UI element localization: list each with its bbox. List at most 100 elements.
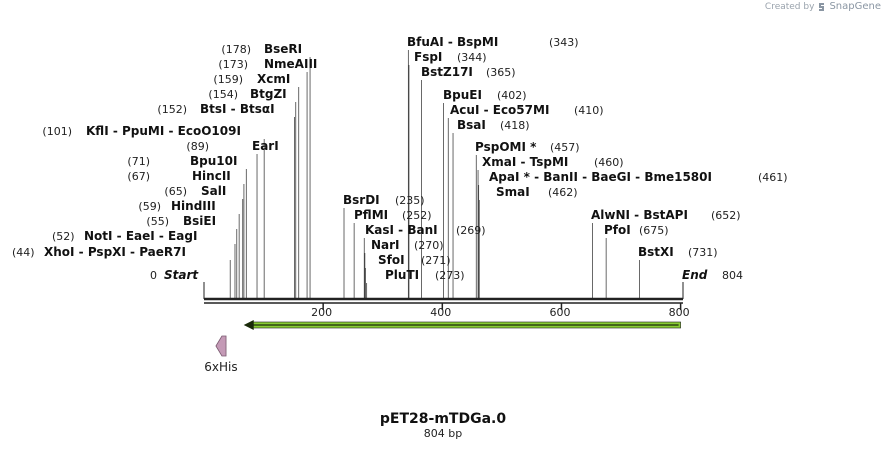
site-label[interactable]: SalI (65) xyxy=(164,184,226,198)
site-label[interactable]: (271) SfoI xyxy=(378,253,451,267)
site-position: (418) xyxy=(500,119,530,132)
site-label[interactable]: BtgZI (154) xyxy=(208,87,286,101)
site-label[interactable]: (52) NotI - EaeI - EagI xyxy=(52,229,197,243)
site-label[interactable]: (252) PflMI xyxy=(354,208,432,222)
site-label[interactable]: (731) BstXI xyxy=(638,245,718,259)
enzyme-name: BsiEI xyxy=(183,214,216,228)
site-position: (457) xyxy=(550,141,580,154)
site-label[interactable]: (457) PspOMI * xyxy=(475,140,580,154)
site-label[interactable]: BseRI (178) xyxy=(221,42,302,56)
site-position: (344) xyxy=(457,51,487,64)
site-position: (270) xyxy=(414,239,444,252)
site-position: (178) xyxy=(221,43,251,56)
site-label[interactable]: EarI (89) xyxy=(186,139,278,153)
map-title: pET28-mTDGa.0 xyxy=(380,411,506,427)
enzyme-name: PluTI xyxy=(385,268,419,282)
map-length: 804 bp xyxy=(424,427,462,440)
site-label[interactable]: KflI - PpuMI - EcoO109I (101) xyxy=(42,124,241,138)
site-label[interactable]: (235) BsrDI xyxy=(343,193,425,207)
site-position: (65) xyxy=(164,185,187,198)
enzyme-name: ApaI * - BanII - BaeGI - Bme1580I xyxy=(489,170,712,184)
orf-arrowhead xyxy=(243,320,254,330)
feature-6xhis[interactable]: 6xHis xyxy=(204,335,238,374)
site-position: (652) xyxy=(711,209,741,222)
enzyme-name: SfoI xyxy=(378,253,405,267)
start-position: 0 xyxy=(150,269,157,282)
site-label[interactable]: Bpu10I (71) xyxy=(127,154,237,168)
site-label[interactable]: (460) XmaI - TspMI xyxy=(482,155,624,169)
enzyme-name: BtsI - BtsαI xyxy=(200,102,275,116)
site-position: (252) xyxy=(402,209,432,222)
site-position: (402) xyxy=(497,89,527,102)
enzyme-name: KasI - BanI xyxy=(365,223,438,237)
site-label[interactable]: (273) PluTI xyxy=(385,268,465,282)
site-label[interactable]: (402) BpuEI xyxy=(443,88,527,102)
site-label[interactable]: XcmI (159) xyxy=(213,72,290,86)
site-position: (173) xyxy=(218,58,248,71)
snapgene-logo-icon xyxy=(819,2,825,11)
site-label[interactable]: (44) XhoI - PspXI - PaeR7I xyxy=(12,245,186,259)
site-position: (460) xyxy=(594,156,624,169)
site-position: (152) xyxy=(157,103,187,116)
site-label[interactable]: (652) AlwNI - BstAPI xyxy=(591,208,741,222)
axis-tick-label: 400 xyxy=(430,306,451,319)
end-position: 804 xyxy=(722,269,743,282)
enzyme-name: NotI - EaeI - EagI xyxy=(84,229,197,243)
watermark-prefix: Created by xyxy=(764,1,815,12)
site-position: (269) xyxy=(456,224,486,237)
enzyme-name: Bpu10I xyxy=(190,154,237,168)
site-label[interactable]: (343) BfuAI - BspMI xyxy=(407,35,579,49)
site-position: (462) xyxy=(548,186,578,199)
feature-arrow xyxy=(215,335,227,357)
enzyme-name: BstZ17I xyxy=(421,65,473,79)
orf-arrow[interactable] xyxy=(243,320,681,330)
feature-label: 6xHis xyxy=(204,360,237,374)
start-label: Start xyxy=(164,268,199,282)
enzyme-name: SalI xyxy=(201,184,226,198)
site-label[interactable]: HincII (67) xyxy=(127,169,230,183)
site-label[interactable]: BsiEI (55) xyxy=(146,214,216,228)
enzyme-name: AcuI - Eco57MI xyxy=(450,103,549,117)
site-lines xyxy=(229,50,640,298)
start-label-group: 0 Start xyxy=(150,268,199,282)
site-label[interactable]: (365) BstZ17I xyxy=(421,65,516,79)
site-position: (71) xyxy=(127,155,150,168)
enzyme-name: EarI xyxy=(252,139,279,153)
site-label[interactable]: (418) BsaI xyxy=(457,118,530,132)
enzyme-name: HindIII xyxy=(171,199,216,213)
site-label[interactable]: (675) PfoI xyxy=(604,223,669,237)
site-position: (159) xyxy=(213,73,243,86)
enzyme-name: HincII xyxy=(192,169,231,183)
enzyme-name: PfoI xyxy=(604,223,631,237)
site-position: (67) xyxy=(127,170,150,183)
enzyme-name: BsrDI xyxy=(343,193,380,207)
site-label[interactable]: (461) ApaI * - BanII - BaeGI - Bme1580I xyxy=(489,170,788,184)
site-label[interactable]: (462) SmaI xyxy=(496,185,578,199)
axis-tick-label: 200 xyxy=(311,306,332,319)
enzyme-name: XhoI - PspXI - PaeR7I xyxy=(44,245,186,259)
site-label[interactable]: BtsI - BtsαI (152) xyxy=(157,102,274,116)
enzyme-name: BpuEI xyxy=(443,88,482,102)
enzyme-name: BfuAI - BspMI xyxy=(407,35,498,49)
enzyme-name: BseRI xyxy=(264,42,302,56)
watermark: Created by SnapGene xyxy=(765,1,881,12)
site-label[interactable]: (344) FspI xyxy=(414,50,487,64)
site-position: (461) xyxy=(758,171,788,184)
site-position: (731) xyxy=(688,246,718,259)
site-label[interactable]: (410) AcuI - Eco57MI xyxy=(450,103,604,117)
enzyme-name: BsaI xyxy=(457,118,486,132)
site-position: (365) xyxy=(486,66,516,79)
site-position: (235) xyxy=(395,194,425,207)
site-position: (89) xyxy=(186,140,209,153)
site-label[interactable]: NmeAIII (173) xyxy=(218,57,317,71)
site-label[interactable]: HindIII (59) xyxy=(138,199,215,213)
backbone xyxy=(203,282,684,304)
site-position: (273) xyxy=(435,269,465,282)
site-position: (271) xyxy=(421,254,451,267)
enzyme-name: FspI xyxy=(414,50,442,64)
site-label[interactable]: (269) KasI - BanI xyxy=(365,223,486,237)
site-labels: BseRI (178) NmeAIII (173) XcmI (159) BtgZI (154… xyxy=(12,35,788,282)
enzyme-name: SmaI xyxy=(496,185,530,199)
site-label[interactable]: (270) NarI xyxy=(371,238,444,252)
watermark-brand: SnapGene xyxy=(829,1,881,12)
